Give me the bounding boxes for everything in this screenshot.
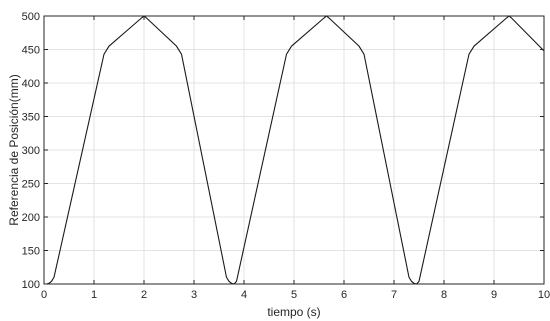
y-tick-label: 250 (22, 179, 40, 191)
x-tick-labels: 0 1 2 3 4 5 6 7 8 9 10 (41, 289, 550, 301)
y-tick-label: 100 (22, 279, 40, 291)
series-line (44, 15, 545, 285)
x-tick-label: 10 (538, 289, 550, 301)
x-tick-label: 8 (441, 289, 447, 301)
x-axis-label: tiempo (s) (267, 305, 320, 319)
x-tick-label: 7 (391, 289, 397, 301)
y-tick-label: 350 (22, 112, 40, 124)
y-tick-label: 450 (22, 45, 40, 57)
y-tick-label: 150 (22, 246, 40, 258)
y-tick-label: 400 (22, 78, 40, 90)
series-layer (44, 15, 545, 285)
y-tick-labels: 100 150 200 250 300 350 400 450 500 (22, 11, 40, 291)
x-tick-label: 9 (491, 289, 497, 301)
y-tick-label: 200 (22, 212, 40, 224)
x-tick-label: 6 (341, 289, 347, 301)
y-axis-label: Referencia de Posición(mm) (7, 74, 21, 225)
ticks (43, 15, 545, 285)
grid (44, 16, 544, 284)
y-tick-label: 300 (22, 145, 40, 157)
x-tick-label: 2 (141, 289, 147, 301)
x-tick-label: 1 (91, 289, 97, 301)
x-tick-label: 0 (41, 289, 47, 301)
x-tick-label: 4 (241, 289, 247, 301)
y-tick-label: 500 (22, 11, 40, 23)
x-tick-label: 3 (191, 289, 197, 301)
x-tick-label: 5 (291, 289, 297, 301)
